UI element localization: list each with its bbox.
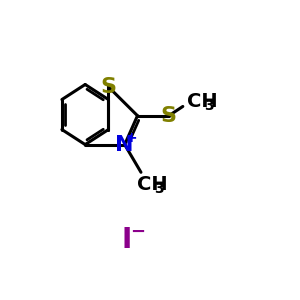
Text: S: S — [161, 106, 177, 126]
Text: CH: CH — [137, 176, 168, 194]
Text: −: − — [130, 223, 145, 241]
Text: 3: 3 — [154, 182, 164, 196]
Text: 3: 3 — [204, 99, 214, 113]
Text: CH: CH — [188, 92, 218, 111]
Text: S: S — [100, 77, 116, 97]
Text: +: + — [125, 131, 137, 145]
Text: N: N — [116, 135, 134, 155]
Text: I: I — [122, 226, 132, 254]
